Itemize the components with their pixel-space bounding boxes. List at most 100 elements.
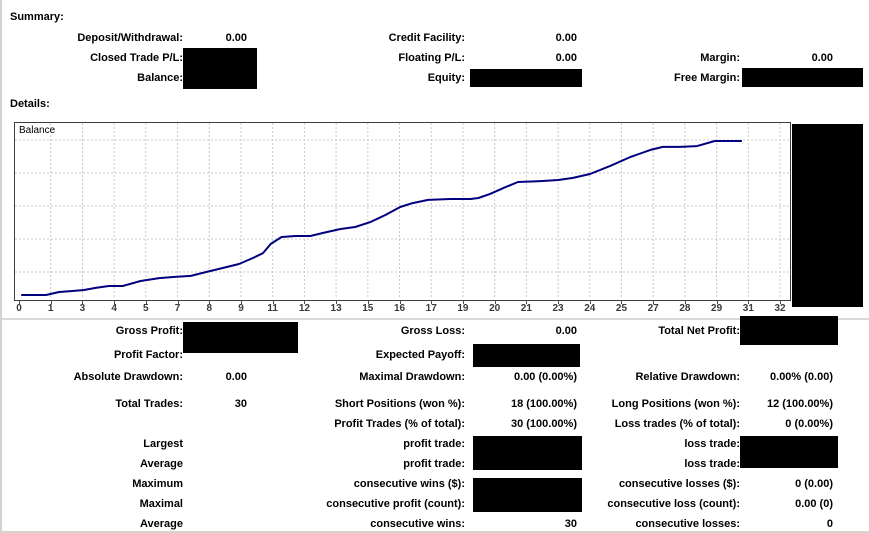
- x-axis-tick-label: 25: [615, 303, 628, 314]
- stats-row: Maximal consecutive profit (count): cons…: [0, 498, 869, 511]
- x-axis-tick-mark: [589, 300, 591, 304]
- section-separator: [0, 318, 869, 320]
- long-positions-label: Long Positions (won %):: [611, 398, 740, 410]
- stats-row: Average profit trade: loss trade:: [0, 458, 869, 471]
- x-axis-tick-mark: [177, 300, 179, 304]
- largest-loss-trade-label: loss trade:: [684, 438, 740, 450]
- redaction-total-net-profit-value: [740, 320, 838, 345]
- summary-row: Balance: Equity: Free Margin:: [0, 72, 869, 85]
- x-axis-tick-mark: [399, 300, 401, 304]
- x-axis-tick-label: 0: [16, 303, 22, 314]
- loss-trades-value: 0 (0.00%): [785, 418, 833, 430]
- x-axis-tick-label: 5: [143, 303, 149, 314]
- gross-loss-label: Gross Loss:: [400, 325, 465, 337]
- consecutive-profit-count-label: consecutive profit (count):: [326, 498, 465, 510]
- average2-row-label: Average: [139, 518, 183, 530]
- redaction-consecutive-wins-values: [473, 478, 582, 512]
- largest-row-label: Largest: [143, 438, 183, 450]
- stats-row: Largest profit trade: loss trade:: [0, 438, 869, 451]
- x-axis-tick-label: 19: [457, 303, 469, 314]
- x-axis-tick-label: 27: [647, 303, 659, 314]
- x-axis-tick-mark: [431, 300, 433, 304]
- maximal-drawdown-label: Maximal Drawdown:: [359, 371, 465, 383]
- x-axis-tick-mark: [209, 300, 211, 304]
- x-axis-tick-label: 17: [425, 303, 437, 314]
- deposit-withdrawal-value: 0.00: [225, 32, 247, 44]
- total-trades-value: 30: [234, 398, 247, 410]
- window-left-edge: [0, 0, 2, 533]
- x-axis-tick-label: 29: [711, 303, 723, 314]
- x-axis-tick-mark: [716, 300, 718, 304]
- redaction-closed-pl-and-balance-values: [183, 48, 257, 89]
- avg-consecutive-wins-value: 30: [564, 518, 577, 530]
- x-axis-tick-mark: [653, 300, 655, 304]
- x-axis-tick-label: 24: [584, 303, 596, 314]
- x-axis-tick-label: 23: [552, 303, 564, 314]
- x-axis-tick-mark: [82, 300, 84, 304]
- margin-label: Margin:: [700, 52, 740, 64]
- x-axis-tick-mark: [272, 300, 274, 304]
- total-net-profit-label: Total Net Profit:: [658, 325, 740, 337]
- x-axis-tick-mark: [780, 300, 782, 304]
- x-axis-tick-label: 9: [238, 303, 244, 314]
- closed-trade-pl-label: Closed Trade P/L:: [90, 52, 183, 64]
- average-profit-trade-label: profit trade:: [403, 458, 465, 470]
- details-heading: Details:: [10, 98, 50, 110]
- x-axis-tick-mark: [462, 300, 464, 304]
- x-axis-tick-label: 31: [742, 303, 754, 314]
- balance-chart-title: Balance: [19, 125, 56, 136]
- stats-row: Profit Trades (% of total): 30 (100.00%)…: [0, 418, 869, 431]
- maximal-row-label: Maximal: [139, 498, 183, 510]
- relative-drawdown-value: 0.00% (0.00): [770, 371, 833, 383]
- x-axis-tick-label: 21: [520, 303, 532, 314]
- stats-row: Maximum consecutive wins ($): consecutiv…: [0, 478, 869, 491]
- x-axis-tick-label: 1: [47, 303, 54, 314]
- short-positions-value: 18 (100.00%): [510, 398, 577, 410]
- x-axis-tick-mark: [336, 300, 338, 304]
- max-consecutive-losses-value: 0 (0.00): [795, 478, 833, 490]
- x-axis-tick-mark: [304, 300, 306, 304]
- deposit-withdrawal-label: Deposit/Withdrawal:: [77, 32, 183, 44]
- max-consecutive-wins-label: consecutive wins ($):: [353, 478, 465, 490]
- x-axis-tick-label: 7: [174, 303, 181, 314]
- credit-facility-value: 0.00: [555, 32, 577, 44]
- redaction-expected-payoff-value: [473, 344, 580, 367]
- maximum-row-label: Maximum: [132, 478, 183, 490]
- gross-profit-label: Gross Profit:: [115, 325, 183, 337]
- x-axis-tick-mark: [684, 300, 686, 304]
- relative-drawdown-label: Relative Drawdown:: [635, 371, 740, 383]
- average-loss-trade-label: loss trade:: [684, 458, 740, 470]
- redaction-gross-profit-value: [183, 322, 298, 353]
- x-axis-tick-mark: [240, 300, 242, 304]
- x-axis-tick-mark: [367, 300, 369, 304]
- balance-chart-svg: [15, 123, 790, 299]
- gross-loss-value: 0.00: [555, 325, 577, 337]
- floating-pl-label: Floating P/L:: [398, 52, 465, 64]
- x-axis-tick-label: 32: [774, 303, 786, 314]
- x-axis-tick-mark: [526, 300, 528, 304]
- absolute-drawdown-label: Absolute Drawdown:: [73, 371, 183, 383]
- margin-value: 0.00: [811, 52, 833, 64]
- consecutive-loss-count-label: consecutive loss (count):: [607, 498, 740, 510]
- largest-profit-trade-label: profit trade:: [403, 438, 465, 450]
- x-axis-tick-mark: [558, 300, 560, 304]
- maximal-drawdown-value: 0.00 (0.00%): [514, 371, 577, 383]
- loss-trades-label: Loss trades (% of total):: [614, 418, 740, 430]
- x-axis-tick-label: 8: [206, 303, 213, 314]
- redaction-free-margin-value: [742, 68, 863, 87]
- x-axis-tick-mark: [145, 300, 147, 304]
- absolute-drawdown-value: 0.00: [225, 371, 247, 383]
- stats-row: Gross Profit: Gross Loss: 0.00 Total Net…: [0, 325, 869, 338]
- credit-facility-label: Credit Facility:: [388, 32, 465, 44]
- floating-pl-value: 0.00: [555, 52, 577, 64]
- redaction-profit-trade-values: [473, 436, 582, 470]
- profit-trades-value: 30 (100.00%): [510, 418, 577, 430]
- x-axis-tick-mark: [50, 300, 52, 304]
- balance-line: [21, 140, 742, 296]
- stats-row: Total Trades: 30 Short Positions (won %)…: [0, 398, 869, 411]
- stats-row: Average consecutive wins: 30 consecutive…: [0, 518, 869, 531]
- avg-consecutive-wins-label: consecutive wins:: [370, 518, 465, 530]
- max-consecutive-losses-label: consecutive losses ($):: [618, 478, 740, 490]
- total-trades-label: Total Trades:: [115, 398, 183, 410]
